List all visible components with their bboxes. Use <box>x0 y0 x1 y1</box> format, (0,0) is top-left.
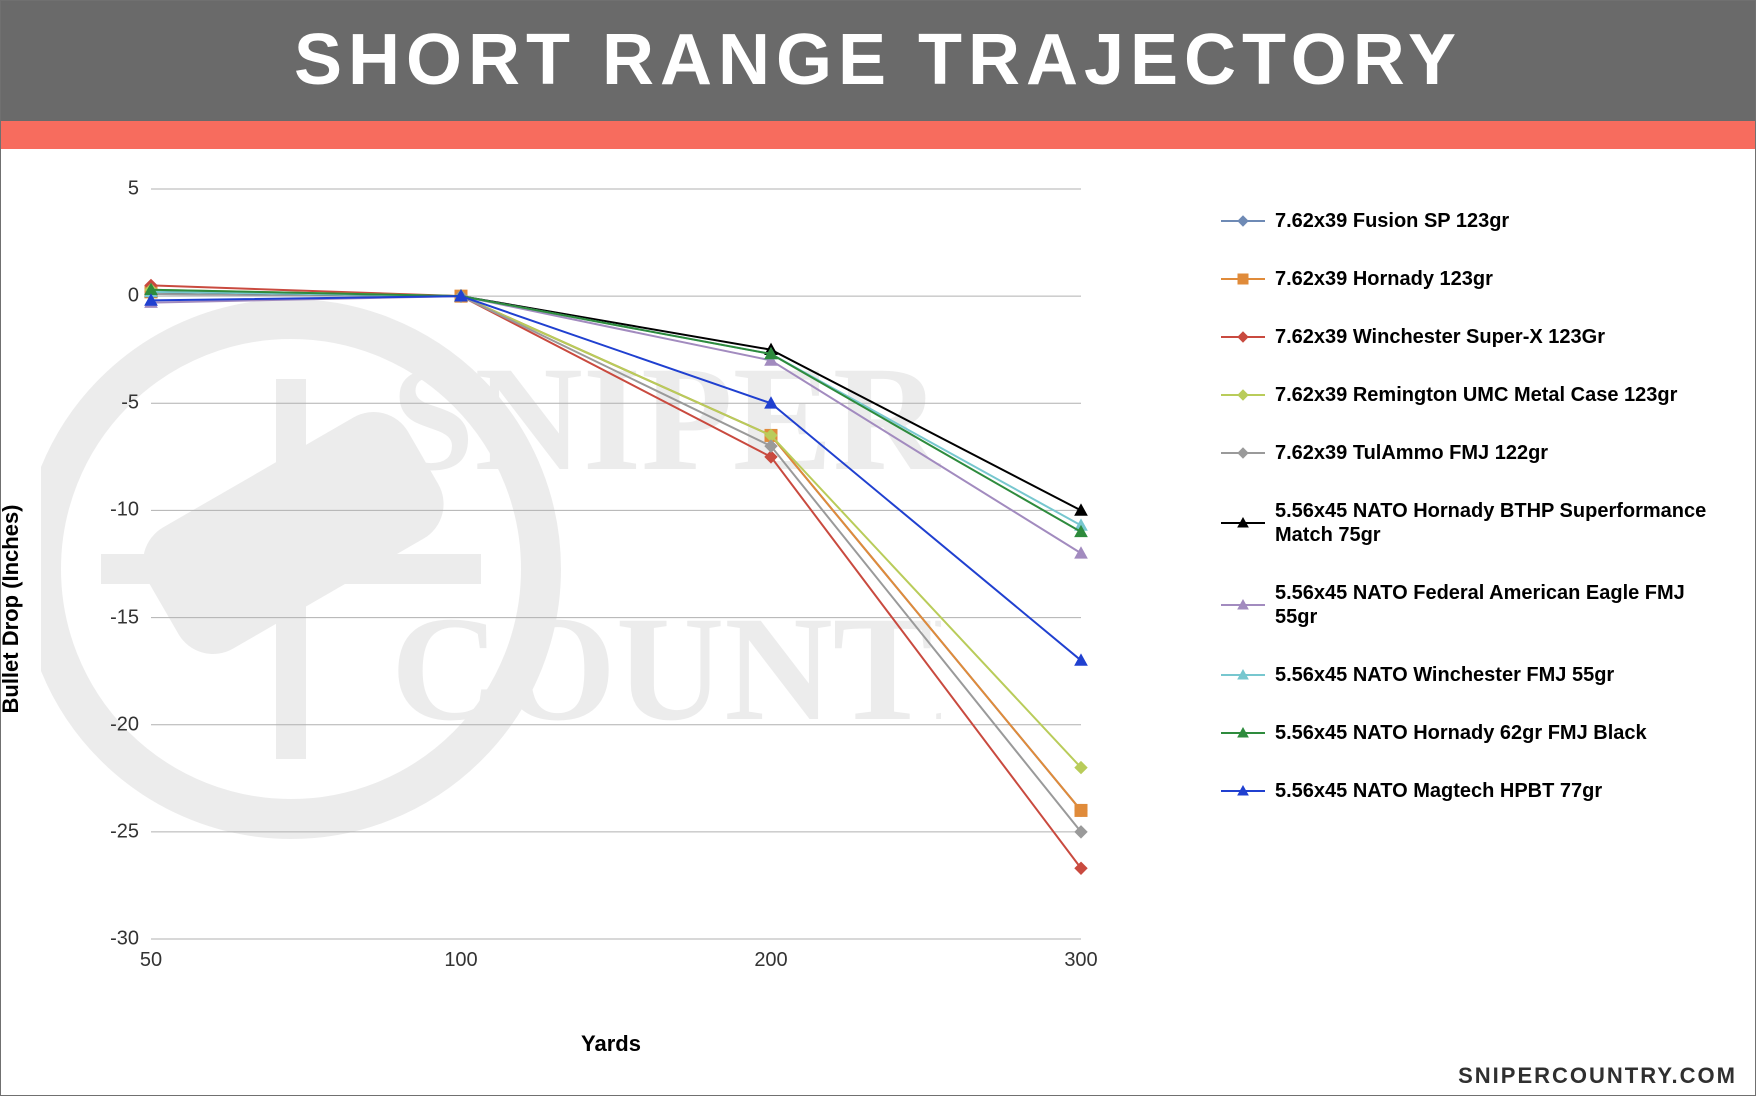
legend-item: 7.62x39 Fusion SP 123gr <box>1221 209 1725 233</box>
legend-item: 7.62x39 TulAmmo FMJ 122gr <box>1221 441 1725 465</box>
y-tick-label: -10 <box>110 499 139 522</box>
legend-label: 5.56x45 NATO Federal American Eagle FMJ … <box>1275 581 1725 629</box>
legend-label: 7.62x39 Hornady 123gr <box>1275 267 1493 291</box>
legend-item: 7.62x39 Hornady 123gr <box>1221 267 1725 291</box>
legend-swatch <box>1221 270 1265 288</box>
legend-swatch <box>1221 666 1265 684</box>
x-tick-label: 300 <box>1064 949 1097 972</box>
x-axis-label: Yards <box>581 1031 641 1057</box>
legend-label: 7.62x39 Fusion SP 123gr <box>1275 209 1509 233</box>
legend-item: 5.56x45 NATO Hornady BTHP Superformance … <box>1221 499 1725 547</box>
line-chart <box>81 169 1201 989</box>
legend-label: 5.56x45 NATO Winchester FMJ 55gr <box>1275 663 1614 687</box>
legend-swatch <box>1221 724 1265 742</box>
legend-label: 7.62x39 TulAmmo FMJ 122gr <box>1275 441 1548 465</box>
legend-swatch <box>1221 596 1265 614</box>
legend-swatch <box>1221 328 1265 346</box>
y-axis-label: Bullet Drop (Inches) <box>0 504 24 713</box>
legend-item: 7.62x39 Winchester Super-X 123Gr <box>1221 325 1725 349</box>
y-tick-label: -15 <box>110 606 139 629</box>
legend-swatch <box>1221 782 1265 800</box>
legend-swatch <box>1221 212 1265 230</box>
legend-label: 5.56x45 NATO Hornady BTHP Superformance … <box>1275 499 1725 547</box>
legend-item: 7.62x39 Remington UMC Metal Case 123gr <box>1221 383 1725 407</box>
x-tick-label: 200 <box>754 949 787 972</box>
legend-swatch <box>1221 386 1265 404</box>
legend-label: 5.56x45 NATO Magtech HPBT 77gr <box>1275 779 1602 803</box>
chart-area: SNIPER COUNTRY Bullet Drop (Inches) Yard… <box>1 149 1755 1095</box>
plot-block: Bullet Drop (Inches) Yards 50-5-10-15-20… <box>21 169 1201 1049</box>
legend-swatch <box>1221 514 1265 532</box>
legend-item: 5.56x45 NATO Winchester FMJ 55gr <box>1221 663 1725 687</box>
legend-label: 7.62x39 Remington UMC Metal Case 123gr <box>1275 383 1677 407</box>
legend-item: 5.56x45 NATO Federal American Eagle FMJ … <box>1221 581 1725 629</box>
legend: 7.62x39 Fusion SP 123gr 7.62x39 Hornady 1… <box>1201 169 1735 1085</box>
accent-band <box>1 121 1755 149</box>
legend-item: 5.56x45 NATO Hornady 62gr FMJ Black <box>1221 721 1725 745</box>
page-title: SHORT RANGE TRAJECTORY <box>294 20 1462 100</box>
y-tick-label: -5 <box>121 392 139 415</box>
x-tick-label: 50 <box>140 949 162 972</box>
y-tick-label: -25 <box>110 820 139 843</box>
y-tick-label: 0 <box>128 285 139 308</box>
legend-label: 5.56x45 NATO Hornady 62gr FMJ Black <box>1275 721 1647 745</box>
y-tick-label: -20 <box>110 713 139 736</box>
legend-item: 5.56x45 NATO Magtech HPBT 77gr <box>1221 779 1725 803</box>
legend-label: 7.62x39 Winchester Super-X 123Gr <box>1275 325 1605 349</box>
footer-brand: SNIPERCOUNTRY.COM <box>1458 1063 1737 1089</box>
legend-swatch <box>1221 444 1265 462</box>
y-tick-label: -30 <box>110 928 139 951</box>
infographic-container: SHORT RANGE TRAJECTORY SNIPER COUNTRY Bu… <box>0 0 1756 1096</box>
x-tick-label: 100 <box>444 949 477 972</box>
title-band: SHORT RANGE TRAJECTORY <box>1 1 1755 121</box>
y-tick-label: 5 <box>128 178 139 201</box>
